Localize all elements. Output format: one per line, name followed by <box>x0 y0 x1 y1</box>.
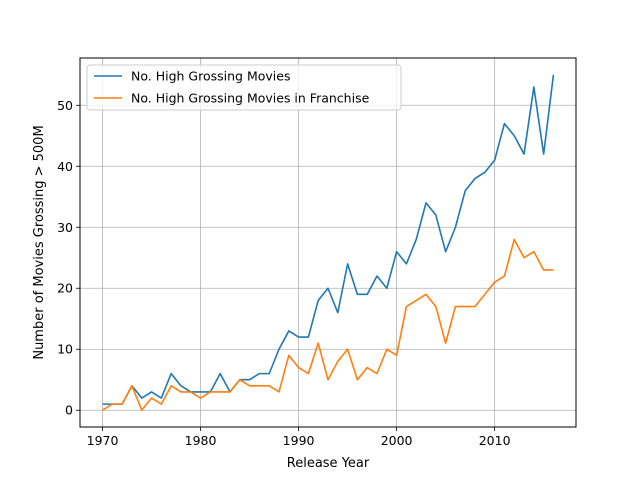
y-axis-label: Number of Movies Grossing > 500M <box>32 125 47 359</box>
y-tick-label: 20 <box>57 281 73 296</box>
series-line-0 <box>102 74 555 405</box>
x-tick-label: 1970 <box>87 433 119 448</box>
series-line-1 <box>102 238 554 412</box>
grid-lines <box>80 58 576 427</box>
plot-frame <box>79 57 577 428</box>
x-axis-label: Release Year <box>287 456 370 471</box>
y-axis-ticks: 0 10 20 30 40 50 <box>57 98 80 418</box>
y-tick-label: 0 <box>65 403 73 418</box>
y-tick-label: 50 <box>57 98 73 113</box>
y-tick-label: 10 <box>57 342 73 357</box>
x-axis-ticks: 1970 1980 1990 2000 2010 <box>87 427 511 448</box>
x-tick-label: 1990 <box>283 433 315 448</box>
legend-label-total: No. High Grossing Movies <box>131 69 290 84</box>
legend-label-franchise: No. High Grossing Movies in Franchise <box>131 91 370 106</box>
x-tick-label: 1980 <box>185 433 217 448</box>
x-tick-label: 2000 <box>381 433 413 448</box>
series-lines <box>102 74 555 412</box>
legend-box <box>86 64 402 111</box>
y-tick-label: 30 <box>57 220 73 235</box>
x-tick-label: 2010 <box>479 433 511 448</box>
legend: No. High Grossing Movies No. High Grossi… <box>86 64 402 111</box>
y-tick-label: 40 <box>57 159 73 174</box>
